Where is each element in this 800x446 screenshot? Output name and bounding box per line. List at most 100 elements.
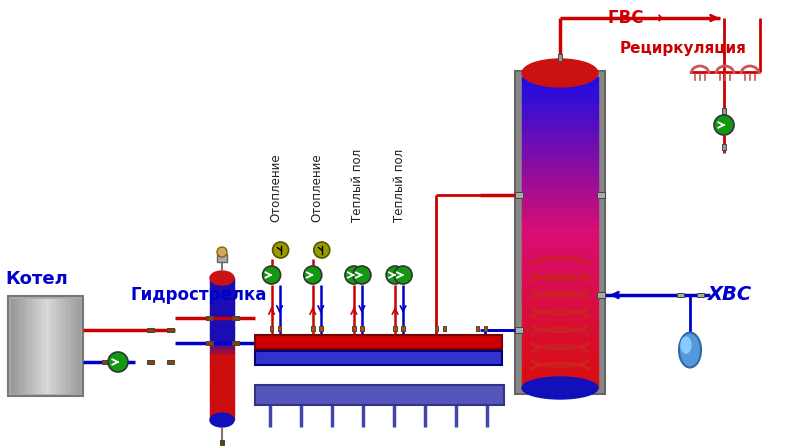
Bar [210,388,234,392]
Bar [210,327,234,331]
Bar [522,320,598,326]
Bar [46,299,49,393]
Text: Теплый пол: Теплый пол [351,149,365,222]
Bar [210,313,234,317]
Bar [210,310,234,314]
Bar [210,277,234,281]
Bar [522,77,598,82]
Bar [311,326,314,330]
Text: Рециркуляция: Рециркуляция [620,41,747,55]
Text: Котел: Котел [5,270,68,288]
Bar [522,149,598,155]
Bar [231,316,238,320]
Bar [255,335,502,349]
Bar [522,362,598,367]
Bar [522,190,598,196]
Text: Отопление: Отопление [269,153,282,222]
Bar [522,232,598,238]
Bar [217,254,227,262]
Circle shape [217,247,227,257]
Bar [522,139,598,145]
Bar [210,281,234,285]
Bar [56,299,59,393]
Bar [18,299,22,393]
Bar [146,359,154,364]
Ellipse shape [210,413,234,427]
Text: Теплый пол: Теплый пол [393,149,406,222]
Bar [522,128,598,134]
Bar [210,338,234,342]
Text: Гидрострелка: Гидрострелка [130,286,266,304]
Bar [434,326,438,330]
Bar [146,327,154,332]
Ellipse shape [522,59,598,87]
Bar [73,299,77,393]
Bar [210,416,234,420]
Bar [722,144,726,150]
Bar [8,296,83,396]
Bar [166,327,174,332]
Bar [522,268,598,274]
Bar [394,326,397,330]
Bar [522,133,598,139]
Bar [210,405,234,409]
Bar [522,325,598,331]
Bar [522,144,598,149]
Bar [210,302,234,306]
Bar [402,326,405,330]
Bar [522,175,598,181]
Ellipse shape [679,333,701,368]
Bar [522,330,598,336]
Bar [522,253,598,258]
Bar [220,439,224,445]
Bar [522,159,598,165]
Bar [25,299,28,393]
Bar [62,299,66,393]
Bar [210,345,234,349]
Bar [442,326,446,330]
Bar [210,377,234,381]
Bar [206,316,213,320]
Bar [210,348,234,352]
Bar [206,341,213,346]
Bar [210,285,234,289]
Bar [522,377,598,383]
Bar [28,299,32,393]
Bar [59,299,62,393]
Circle shape [345,266,363,284]
Bar [522,258,598,264]
Bar [522,154,598,160]
Bar [522,206,598,212]
Ellipse shape [681,337,691,353]
Bar [515,192,523,198]
Bar [210,391,234,395]
Bar [210,320,234,324]
Bar [522,279,598,285]
Bar [319,326,322,330]
Bar [522,341,598,347]
Bar [210,288,234,292]
Bar [522,170,598,175]
Bar [522,315,598,321]
Bar [515,327,523,333]
Bar [522,180,598,186]
Bar [210,324,234,328]
Bar [32,299,35,393]
Circle shape [262,266,281,284]
Bar [484,326,487,330]
Bar [14,299,18,393]
Bar [255,385,504,405]
Bar [231,341,238,346]
Bar [210,366,234,370]
Circle shape [273,242,289,258]
Bar [210,292,234,296]
Text: ХВС: ХВС [708,285,752,305]
Bar [210,373,234,377]
Bar [522,356,598,362]
Bar [210,409,234,413]
Bar [515,71,605,394]
Bar [522,248,598,253]
Bar [677,293,683,297]
Bar [210,334,234,339]
Circle shape [394,266,412,284]
